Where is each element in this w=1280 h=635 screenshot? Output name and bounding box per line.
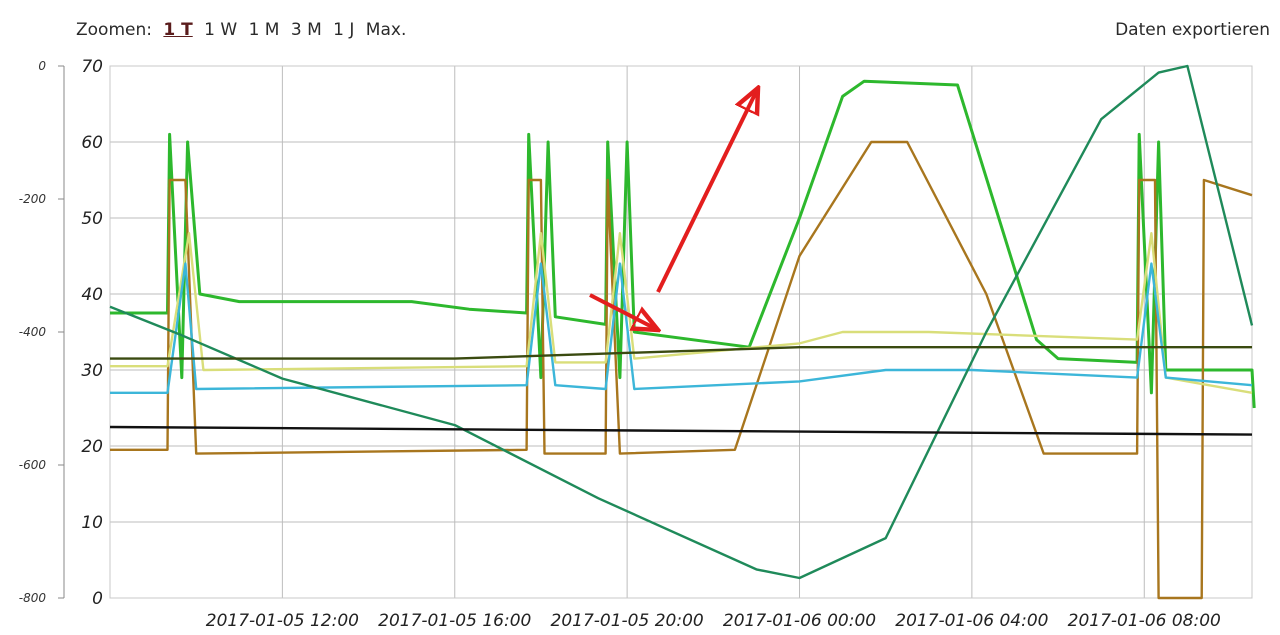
value-axis-tick-label: 30 xyxy=(81,361,103,381)
plot-frame xyxy=(109,65,1253,599)
zoom-control: Zoomen: 1 T 1 W 1 M 3 M 1 J Max. xyxy=(76,20,406,40)
series-line-5 xyxy=(109,64,1254,580)
value-axis-tick-label: 70 xyxy=(81,57,103,77)
zoom-option-1m[interactable]: 1 M xyxy=(248,20,280,40)
zoom-option-3m[interactable]: 3 M xyxy=(290,20,322,40)
zoom-option-max[interactable]: Max. xyxy=(365,20,407,40)
x-axis-tick-label: 2017-01-06 00:00 xyxy=(723,611,876,631)
x-axis-tick-label: 2017-01-06 04:00 xyxy=(895,611,1048,631)
zoom-option-1j[interactable]: 1 J xyxy=(333,20,355,40)
value-axis-tick-label: 20 xyxy=(81,437,103,457)
x-axis-tick-label: 2017-01-05 16:00 xyxy=(378,611,531,631)
annotation-arrow-up xyxy=(656,88,758,293)
series-line-3 xyxy=(110,231,1253,394)
chart-grid xyxy=(109,65,1253,599)
left-axis-tick-label: -200 xyxy=(19,192,47,206)
annotation-arrow-down xyxy=(589,293,658,330)
value-axis-tick-label: 0 xyxy=(92,589,103,609)
chart-series xyxy=(109,64,1256,600)
series-line-4 xyxy=(110,262,1253,394)
chart-annotations xyxy=(589,88,758,330)
left-axis-tick-label: -400 xyxy=(19,325,47,339)
zoom-option-1w[interactable]: 1 W xyxy=(204,20,238,40)
left-axis-tick-label: 0 xyxy=(38,59,46,73)
zoom-label: Zoomen: xyxy=(76,20,152,40)
value-axis-tick-label: 50 xyxy=(81,209,103,229)
left-axis-tick-label: -800 xyxy=(19,591,47,605)
left-axis-tick-label: -600 xyxy=(19,458,47,472)
value-axis-tick-label: 60 xyxy=(81,133,103,153)
zoom-option-1t[interactable]: 1 T xyxy=(163,20,193,40)
series-line-6 xyxy=(110,346,1252,360)
series-line-7 xyxy=(109,425,1253,436)
chart-axes: 0 -200 -400 -600 -800 70 60 50 40 30 20 10 0 2017-01-… xyxy=(19,57,1221,631)
x-axis-tick-label: 2017-01-06 08:00 xyxy=(1068,611,1221,631)
value-axis-tick-label: 10 xyxy=(81,513,103,533)
x-axis-tick-label: 2017-01-05 20:00 xyxy=(551,611,704,631)
series-line-2 xyxy=(110,140,1253,600)
x-axis-tick-label: 2017-01-05 12:00 xyxy=(206,611,359,631)
value-axis-tick-label: 40 xyxy=(81,285,103,305)
export-data-link[interactable]: Daten exportieren xyxy=(1115,20,1270,40)
chart-toolbar: Zoomen: 1 T 1 W 1 M 3 M 1 J Max. Daten e… xyxy=(0,0,1280,48)
